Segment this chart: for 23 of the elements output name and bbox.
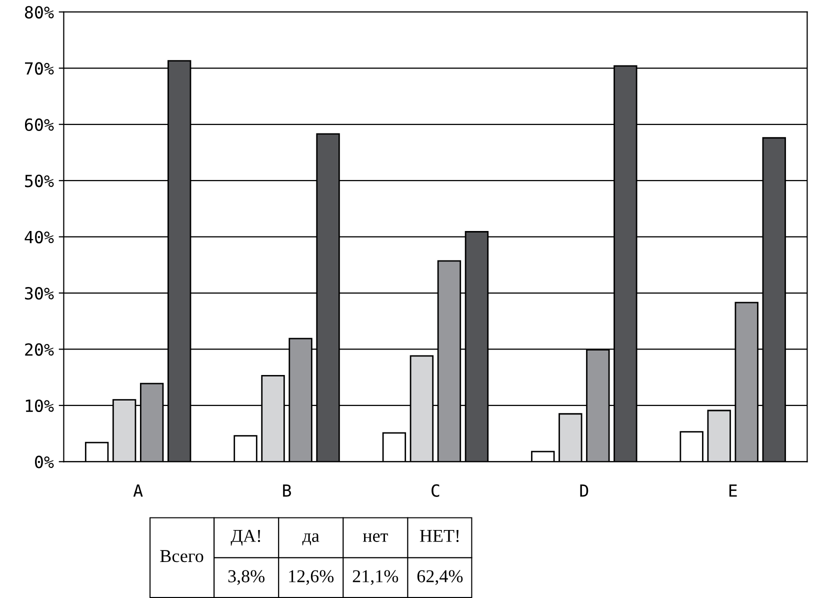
text: нет xyxy=(362,533,388,542)
text: Всего xyxy=(160,550,204,562)
x-tick-label: A xyxy=(133,484,143,497)
y-tick-label: 10% xyxy=(26,399,54,412)
x-tick-label: D xyxy=(580,484,588,497)
text: НЕТ! xyxy=(420,530,459,542)
x-tick-label: C xyxy=(432,484,440,497)
x-tick-label: B xyxy=(283,484,292,497)
text: 12,6% xyxy=(289,570,334,585)
y-tick-label: 80% xyxy=(24,6,54,19)
y-tick-label: 30% xyxy=(25,287,54,300)
x-tick-label: E xyxy=(729,484,737,497)
y-tick-label: 20% xyxy=(25,343,54,356)
y-tick-label: 60% xyxy=(24,118,54,131)
text: да xyxy=(302,533,320,546)
text: 3,8% xyxy=(228,570,265,585)
y-tick-label: 50% xyxy=(25,174,54,188)
text: 21,1% xyxy=(352,570,398,585)
y-tick-label: 40% xyxy=(24,230,54,244)
y-tick-label: 0% xyxy=(35,456,54,468)
text: ДА! xyxy=(230,530,260,546)
y-tick-label: 70% xyxy=(25,62,54,75)
text: 62,4% xyxy=(417,570,463,585)
